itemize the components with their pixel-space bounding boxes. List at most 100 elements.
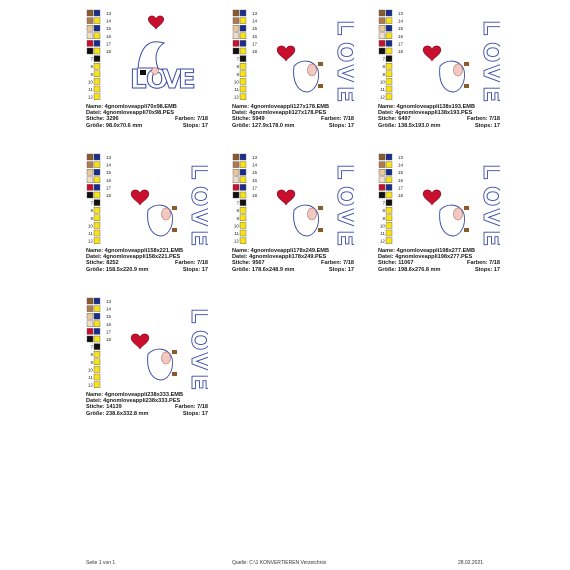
color-swatch (239, 78, 247, 85)
info-field: Größe: 98.0x70.6 mm (86, 122, 143, 129)
color-swatch (385, 85, 393, 93)
color-number: 15 (252, 26, 258, 31)
color-swatch (239, 191, 247, 199)
color-swatch (93, 9, 101, 17)
color-swatch (93, 199, 101, 206)
color-swatch (93, 328, 101, 335)
love-letter: O (332, 42, 354, 62)
color-number: 13 (106, 155, 112, 160)
gnome-nose (453, 207, 463, 221)
color-swatch (385, 63, 393, 70)
color-swatch (232, 176, 240, 183)
design-info-row: Größe: 238.6x332.8 mm Stops: 17 (86, 411, 208, 417)
color-number: 7 (90, 345, 93, 350)
info-field: Stops: 17 (182, 122, 208, 129)
design-info-row: Datei: 4gnomloveappli70x98.PES (86, 110, 208, 116)
color-swatch (93, 320, 101, 327)
color-swatch (86, 32, 94, 39)
love-letter: L (186, 308, 208, 323)
color-swatch (239, 25, 247, 32)
design-info-row: Größe: 178.6x248.9 mm Stops: 17 (232, 267, 354, 273)
color-swatch (93, 55, 101, 62)
love-letter: L (332, 20, 354, 35)
color-number: 8 (236, 208, 239, 213)
design-card: 123456789101112131415161718LOVEName: 4gn… (86, 8, 208, 132)
info-field: Farben: 7/18 (321, 260, 354, 267)
love-letter: L (478, 20, 500, 35)
color-swatch (93, 207, 101, 214)
design-info-row: Datei: 4gnomloveappli127x178.PES (232, 110, 354, 116)
color-number: 17 (106, 185, 112, 190)
color-swatch (93, 63, 101, 70)
color-number: 8 (236, 64, 239, 69)
info-field: Datei: 4gnomloveappli70x98.PES (86, 110, 174, 117)
color-swatch (378, 47, 386, 55)
color-swatch (239, 70, 247, 77)
color-swatch (93, 176, 101, 183)
gnome-shoe (318, 84, 323, 88)
gnome-nose (151, 67, 159, 75)
color-number: 17 (106, 329, 112, 334)
color-swatch (86, 9, 94, 17)
color-swatch (86, 305, 94, 312)
design-preview: 123456789101112131415161718LOVE (86, 153, 208, 247)
love-letter: E (478, 86, 500, 102)
color-number: 10 (88, 367, 94, 372)
color-number: 12 (88, 383, 94, 388)
color-swatch (385, 47, 393, 55)
color-number: 16 (106, 322, 112, 327)
color-swatch (239, 229, 247, 237)
info-field: Stops: 17 (182, 266, 208, 273)
color-swatch (86, 17, 94, 24)
color-swatch (93, 93, 101, 100)
color-number: 13 (398, 155, 404, 160)
heart-applique (276, 189, 296, 206)
color-swatch (239, 207, 247, 214)
color-number: 17 (252, 185, 258, 190)
gnome-shoe (318, 62, 323, 66)
color-number: 14 (252, 163, 258, 168)
color-number: 14 (252, 19, 258, 24)
gnome-shoe (464, 62, 469, 66)
info-field: Name: 4gnomloveappli178x249.EMB (232, 248, 329, 254)
color-number: 7 (382, 57, 385, 62)
color-swatch (93, 70, 101, 77)
color-swatch (86, 153, 94, 161)
info-field: Name: 4gnomloveappli158x221.EMB (86, 248, 183, 254)
design-info: Name: 4gnomloveappli138x193.EMB Datei: 4g… (378, 104, 500, 129)
design-info-row: Datei: 4gnomloveappli178x249.PES (232, 254, 354, 260)
color-swatch (239, 17, 247, 24)
color-swatch (239, 184, 247, 191)
color-swatch (232, 17, 240, 24)
design-info-row: Größe: 127.9x178.0 mm Stops: 17 (232, 123, 354, 129)
color-swatch (232, 40, 240, 47)
info-field: Farben: 7/18 (175, 116, 208, 123)
color-number: 17 (252, 41, 258, 46)
color-swatch (378, 153, 386, 161)
color-number: 14 (106, 163, 112, 168)
source-path: Quelle: C:\1 KONVERTIEREN Verzeichnis (232, 560, 327, 566)
color-number: 9 (90, 360, 93, 365)
info-field: Name: 4gnomloveappli138x193.EMB (378, 104, 475, 110)
color-swatch (239, 214, 247, 221)
heart-applique (130, 333, 150, 350)
color-swatch (385, 70, 393, 77)
gnome-shoe (172, 206, 177, 210)
color-number: 16 (252, 34, 258, 39)
info-field: Datei: 4gnomloveappli178x249.PES (232, 254, 327, 261)
color-swatch (93, 229, 101, 237)
gnome-shoe (172, 228, 177, 232)
love-letter: V (332, 208, 354, 227)
color-swatch (93, 85, 101, 93)
color-number: 15 (398, 170, 404, 175)
color-swatch (385, 237, 393, 244)
color-number: 11 (234, 231, 239, 236)
heart-applique (147, 15, 165, 30)
color-number: 8 (90, 64, 93, 69)
color-number: 8 (90, 352, 93, 357)
love-letter: E (332, 86, 354, 102)
color-swatch (239, 63, 247, 70)
color-number: 13 (252, 155, 258, 160)
design-info-row: Name: 4gnomloveappli70x98.EMB (86, 104, 208, 110)
color-number: 13 (252, 11, 258, 16)
